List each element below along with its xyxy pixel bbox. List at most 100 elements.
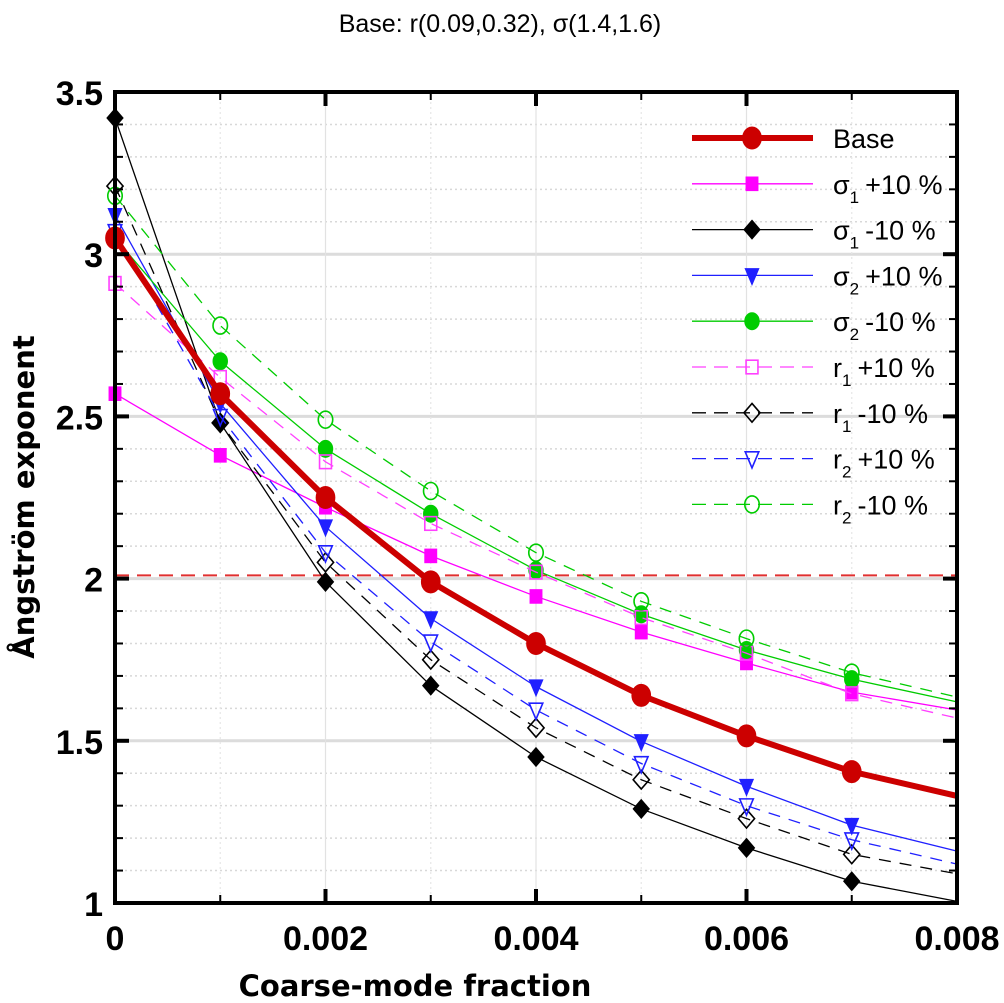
data-point-triangle: [743, 450, 761, 471]
legend-label: Base: [833, 124, 895, 154]
data-point-circle: [317, 410, 334, 429]
data-point-triangle: [744, 268, 760, 287]
data-point-circle: [841, 760, 862, 784]
series-line: [114, 231, 958, 865]
x-tick-label: 0.002: [283, 920, 368, 958]
legend-label: r2 -10 %: [833, 490, 928, 527]
data-point-circle: [422, 481, 439, 501]
legend-subscript: 1: [842, 371, 851, 390]
legend-item: r2 -10 %: [692, 490, 928, 527]
data-point-triangle: [844, 817, 860, 836]
legend-symbol: r: [833, 353, 842, 383]
legend-symbol: r: [833, 490, 842, 520]
data-point-diamond: [527, 746, 545, 768]
data-point-triangle: [317, 519, 334, 538]
data-point-triangle: [527, 702, 545, 722]
legend-subscript: 2: [842, 508, 851, 527]
series-8: [106, 186, 958, 698]
data-point-diamond: [842, 843, 861, 865]
legend-item: σ1 -10 %: [692, 216, 936, 253]
legend-label: σ1 +10 %: [833, 170, 942, 207]
legend-symbol: r: [833, 399, 842, 429]
legend-item: r1 +10 %: [692, 353, 935, 390]
legend-item: σ1 +10 %: [692, 170, 942, 207]
legend-symbol: r: [833, 445, 842, 475]
data-point-circle: [315, 486, 336, 509]
data-point-square: [213, 448, 227, 463]
legend-label: σ2 -10 %: [833, 307, 936, 344]
y-axis-label: Ångström exponent: [7, 335, 41, 659]
x-tick-label: 0.006: [704, 920, 789, 958]
legend-label: r1 +10 %: [833, 353, 935, 390]
legend-suffix: -10 %: [865, 216, 936, 246]
data-point-diamond: [421, 649, 440, 671]
legend-subscript: 1: [842, 417, 851, 436]
data-point-circle: [212, 316, 229, 335]
legend-item: σ2 +10 %: [692, 261, 942, 298]
chart-title: Base: r(0.09,0.32), σ(1.4,1.6): [339, 10, 662, 38]
data-point-circle: [738, 629, 755, 648]
legend-suffix: +10 %: [865, 170, 942, 200]
data-point-diamond: [632, 769, 651, 791]
data-point-square: [423, 515, 438, 532]
y-tick-label: 1.5: [56, 724, 103, 762]
data-point-diamond: [743, 219, 761, 240]
legend-subscript: 1: [850, 234, 859, 253]
series-line: [114, 185, 958, 875]
legend-symbol: Base: [833, 124, 895, 154]
data-point-triangle: [317, 545, 334, 565]
y-tick-label: 1: [84, 886, 103, 924]
data-point-square: [844, 686, 859, 702]
legend-label: r2 +10 %: [833, 445, 935, 482]
legend-suffix: -10 %: [865, 307, 936, 337]
legend-item: r1 -10 %: [692, 399, 928, 436]
data-point-triangle: [423, 611, 439, 630]
data-point-circle: [736, 724, 757, 748]
data-point-triangle: [528, 679, 544, 698]
series-line: [114, 282, 958, 719]
data-point-circle: [633, 592, 650, 611]
data-point-triangle: [422, 634, 439, 654]
legend-symbol: σ: [833, 307, 850, 337]
legend-symbol: σ: [833, 261, 850, 291]
data-point-square: [424, 548, 438, 564]
grid: [115, 92, 957, 903]
data-point-circle: [526, 631, 546, 655]
data-point-circle: [744, 312, 760, 331]
data-point-diamond: [422, 675, 440, 696]
y-tick-label: 3: [84, 237, 103, 275]
legend-item: r2 +10 %: [692, 445, 935, 482]
legend-subscript: 2: [850, 279, 859, 298]
data-point-diamond: [737, 837, 756, 858]
data-point-circle: [527, 543, 545, 562]
data-point-diamond: [843, 871, 861, 892]
data-point-circle: [210, 382, 231, 406]
data-point-triangle: [633, 755, 650, 775]
series-0: [105, 226, 958, 799]
data-point-square: [634, 609, 648, 626]
data-point-diamond: [737, 808, 756, 830]
legend-label: σ2 +10 %: [833, 261, 942, 298]
legend-suffix: -10 %: [857, 490, 928, 520]
legend-symbol: σ: [833, 216, 850, 246]
data-point-triangle: [738, 778, 755, 797]
x-tick-label: 0.008: [914, 920, 999, 958]
data-point-circle: [743, 495, 761, 514]
data-point-square: [529, 564, 543, 580]
data-point-triangle: [212, 408, 229, 428]
data-point-circle: [631, 683, 652, 707]
legend-subscript: 2: [842, 463, 851, 482]
data-point-triangle: [843, 832, 860, 852]
series-4: [107, 228, 958, 703]
data-point-circle: [420, 570, 441, 594]
series-line: [114, 195, 958, 698]
series-2: [106, 107, 958, 903]
plot-frame: [113, 90, 959, 905]
legend-item: σ2 -10 %: [692, 307, 936, 344]
series-1: [108, 386, 958, 711]
data-point-triangle: [738, 798, 755, 818]
tick-labels: 0 0.002 0.004 0.006 0.008 1 1.5 2 2.5 3 3.5: [56, 75, 1000, 958]
series-6: [105, 175, 958, 875]
